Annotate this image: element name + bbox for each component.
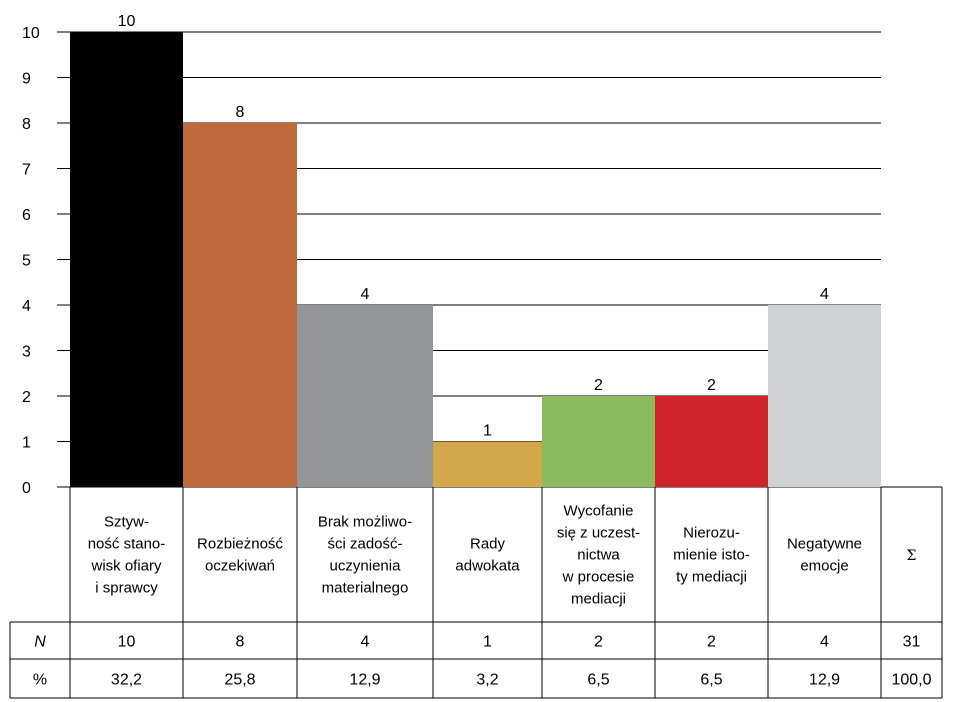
table-cell: 31 xyxy=(903,634,921,651)
x-category-label: adwokata xyxy=(455,558,520,575)
table-cell: 6,5 xyxy=(700,672,722,689)
x-category-label: Sztyw- xyxy=(104,514,149,531)
x-category-label: ści zadość- xyxy=(327,536,402,553)
table-cell: 2 xyxy=(707,634,716,651)
bar xyxy=(433,441,542,487)
x-category-label: Wycofanie xyxy=(564,503,634,520)
y-tick-label: 9 xyxy=(22,71,31,88)
x-category-label: Rady xyxy=(470,536,506,553)
table-row-label: N xyxy=(34,634,46,651)
table-cell: 10 xyxy=(118,634,136,651)
x-category-label: w procesie xyxy=(562,569,635,586)
x-category-label: Negatywne xyxy=(787,536,862,553)
data-label: 1 xyxy=(483,423,492,440)
data-table: N 10 8 4 1 2 2 4 31% 32,2 25,8 12,9 3,2 6,5 6,5 12,9 100… xyxy=(9,487,943,699)
bar xyxy=(655,396,768,487)
bar xyxy=(542,396,655,487)
y-tick-label: 10 xyxy=(22,25,40,42)
table-cell: 12,9 xyxy=(349,672,380,689)
total-column-header: Σ xyxy=(907,548,917,564)
table-cell: 25,8 xyxy=(224,672,255,689)
table-cell: 4 xyxy=(820,634,829,651)
table-cell: 6,5 xyxy=(587,672,609,689)
y-tick-label: 8 xyxy=(22,116,31,133)
x-category-label: nictwa xyxy=(577,547,620,564)
table-cell: 32,2 xyxy=(111,672,142,689)
y-axis: 0 1 2 3 4 5 6 7 8 9 10 xyxy=(22,25,40,497)
table-cell: 2 xyxy=(594,634,603,651)
table-cell: 100,0 xyxy=(891,672,931,689)
y-tick-label: 5 xyxy=(22,253,31,270)
y-tick-label: 6 xyxy=(22,207,31,224)
table-cell: 12,9 xyxy=(809,672,840,689)
x-category-label: oczekiwań xyxy=(205,558,275,575)
bar xyxy=(297,305,433,487)
data-label: 10 xyxy=(118,13,136,30)
data-label: 4 xyxy=(820,286,829,303)
bar xyxy=(70,32,183,487)
x-category-label: emocje xyxy=(800,558,848,575)
x-category-label: się z uczest- xyxy=(557,525,640,542)
x-category-label: materialnego xyxy=(322,580,409,597)
table-cell: 4 xyxy=(361,634,370,651)
x-category-label: wisk ofiary xyxy=(90,558,162,575)
x-category-label: Nierozu- xyxy=(683,525,740,542)
x-category-label: uczynienia xyxy=(330,558,402,575)
x-category-label: Rozbieżność xyxy=(197,536,283,553)
y-tick-label: 0 xyxy=(22,480,31,497)
table-row-label: % xyxy=(33,672,47,689)
y-tick-label: 1 xyxy=(22,435,31,452)
table-cell: 3,2 xyxy=(476,672,498,689)
data-labels: 10 8 4 1 2 2 4 Sztyw-ność stano-wisk ofiary i sp… xyxy=(88,13,917,608)
bar xyxy=(183,123,297,487)
bars xyxy=(70,32,881,487)
x-category-label: ność stano- xyxy=(88,536,166,553)
x-category-label: mienie isto- xyxy=(673,547,750,564)
x-category-label: Brak możliwo- xyxy=(318,514,412,531)
y-tick-label: 7 xyxy=(22,162,31,179)
data-label: 4 xyxy=(361,286,370,303)
data-label: 2 xyxy=(707,377,716,394)
x-category-label: i sprawcy xyxy=(95,580,158,597)
bar xyxy=(768,305,881,487)
x-category-label: mediacji xyxy=(571,591,626,608)
data-label: 8 xyxy=(236,104,245,121)
table-cell: 1 xyxy=(483,634,492,651)
y-tick-label: 4 xyxy=(22,298,31,315)
table-cell: 8 xyxy=(236,634,245,651)
x-category-label: ty mediacji xyxy=(676,569,747,586)
y-tick-label: 2 xyxy=(22,389,31,406)
data-label: 2 xyxy=(594,377,603,394)
y-tick-label: 3 xyxy=(22,344,31,361)
